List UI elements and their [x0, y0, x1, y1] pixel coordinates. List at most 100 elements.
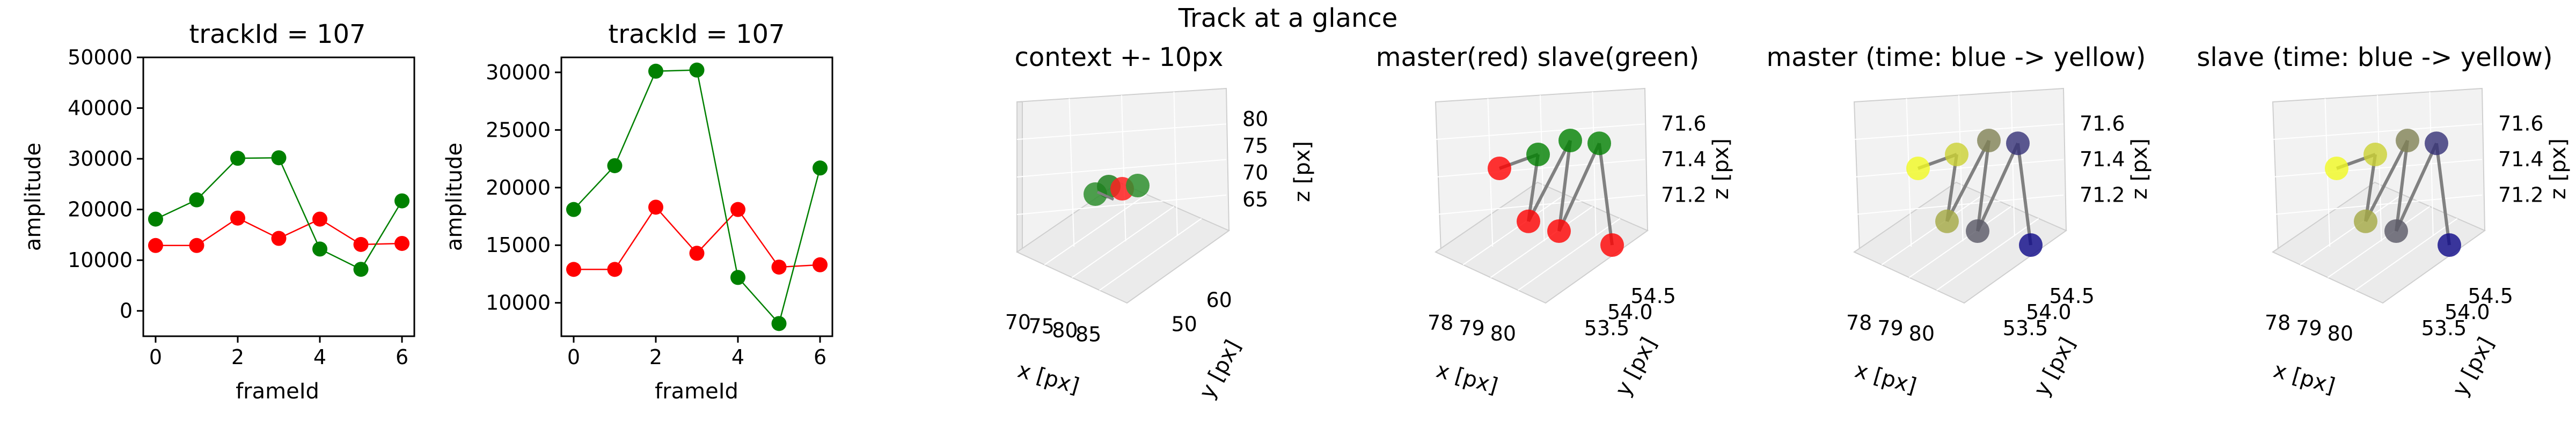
chart-1-series-1-point [353, 236, 369, 252]
chart-6-markers [2325, 129, 2461, 257]
chart-4-track-segment [1527, 139, 1572, 223]
chart-2-xlabel: frameId [655, 379, 738, 404]
chart-5-markers [1906, 129, 2043, 257]
chart-4-point [1526, 143, 1550, 166]
chart-5-xtick-label: 79 [1877, 316, 1903, 340]
chart-5-gridline [2010, 92, 2015, 236]
chart-4-ztick-label: 71.4 [1661, 147, 1707, 171]
chart-2-xtick-label: 2 [649, 345, 662, 369]
chart-2-xtick-label: 4 [731, 345, 744, 369]
chart-3-ztick-label: 65 [1242, 188, 1268, 211]
chart-2-ytick-label: 25000 [486, 118, 551, 142]
chart-4-xlabel: x [px] [1433, 358, 1501, 398]
chart-1-series-1-point [271, 231, 287, 246]
chart-2-series-2-point [648, 63, 663, 79]
chart-3-xtick-label: 70 [1005, 310, 1031, 334]
chart-3-xlabel: x [px] [1015, 358, 1082, 398]
chart-3-gridline [1173, 92, 1178, 236]
chart-1-series-1-point [394, 235, 410, 251]
chart-4-track-segment [1557, 140, 1572, 232]
chart-6-point [2438, 233, 2461, 257]
chart-6-track-segment [2435, 143, 2451, 246]
chart-6-gridline [2272, 194, 2483, 215]
chart-1-series-2-point [312, 241, 328, 257]
chart-6-point [2396, 129, 2419, 152]
chart-3-point [1126, 174, 1150, 197]
chart-6: slave (time: blue -> yellow) 78 79 80 53.55… [2197, 42, 2571, 400]
chart-4-gridline [1462, 194, 1565, 265]
chart-6-track-segment [2395, 142, 2438, 232]
chart-1-series-2-point [271, 150, 287, 166]
chart-6-ylabel: y [px] [2448, 334, 2499, 401]
chart-3-ylabel: y [px] [1195, 336, 1246, 403]
chart-1-title: trackId = 107 [189, 19, 365, 49]
chart-4-xtick-label: 80 [1490, 322, 1516, 345]
chart-1-series-1-point [312, 211, 328, 227]
chart-6-ztick-label: 71.2 [2498, 183, 2544, 207]
chart-2: trackId = 107 0 2 4 6 10000 15000 20000 25000 30… [442, 19, 833, 404]
chart-4-gridline [1592, 92, 1597, 236]
chart-2-series-2-line [573, 69, 821, 325]
chart-5-track-segment [1945, 139, 1990, 223]
chart-4-markers [1488, 129, 1624, 257]
chart-5-point [1966, 219, 1989, 243]
chart-4-gridline [1435, 123, 1645, 140]
chart-4-ylabel: y [px] [1611, 334, 1662, 401]
chart-4-ztick-label: 71.2 [1661, 183, 1707, 207]
chart-4-floor [1434, 181, 1649, 304]
chart-2-ytick-label: 10000 [486, 291, 551, 315]
chart-3-track-segment [1096, 190, 1115, 201]
chart-6-point [2354, 209, 2377, 233]
chart-5-track-segment [1976, 140, 1990, 232]
chart-1-ytick-label: 10000 [68, 248, 133, 272]
chart-6-xlabel: x [px] [2271, 358, 2338, 398]
chart-4-ytick-label: 53.5 [1584, 316, 1630, 340]
chart-1-series-1-point [189, 238, 204, 253]
chart-6-gridline [2429, 92, 2434, 236]
chart-6-gridline [2300, 194, 2403, 265]
chart-2-series-2-point [771, 316, 787, 331]
chart-6-ytick-label: 53.5 [2421, 316, 2467, 340]
chart-1: trackId = 107 0 2 4 6 0 10000 20000 30000 40000 5… [21, 19, 415, 404]
chart-3-xtick-label: 75 [1028, 314, 1054, 338]
chart-4-track-segment [1598, 143, 1614, 246]
chart-2-series-2-point [689, 62, 705, 78]
chart-4-point [1547, 219, 1571, 243]
chart-5-xtick-label: 80 [1909, 322, 1935, 345]
chart-5-tick-labels: 78 79 80 53.554.054.5 71.2 71.4 71.6 [1846, 112, 2125, 345]
chart-3-ytick-label: 60 [1206, 289, 1232, 312]
chart-4-xtick-label: 78 [1428, 311, 1453, 335]
chart-5-zlabel: z [px] [2127, 138, 2152, 199]
chart-2-series-1-point [566, 262, 581, 277]
chart-5-gridline [1854, 194, 2064, 215]
chart-6-gridline [2327, 206, 2431, 278]
chart-6-xtick-label: 78 [2265, 311, 2290, 335]
chart-2-ytick-label: 15000 [486, 233, 551, 257]
chart-1-series-2-point [189, 192, 204, 208]
chart-4-point [1587, 131, 1611, 156]
chart-5-ztick-label: 71.4 [2080, 147, 2125, 171]
chart-6-track-segment [2364, 139, 2409, 223]
chart-5-ztick-label: 71.2 [2080, 183, 2125, 207]
chart-1-ytick-label: 0 [120, 299, 133, 323]
chart-1-series-2-point [148, 211, 163, 227]
chart-1-xtick-label: 0 [149, 345, 162, 369]
chart-6-xtick-label: 79 [2296, 316, 2322, 340]
chart-2-title: trackId = 107 [608, 19, 785, 49]
chart-4-gridline [1490, 206, 1593, 278]
chart-6-track-segment [2395, 140, 2409, 232]
chart-5-gridline [1854, 123, 2064, 140]
chart-4-zlabel: z [px] [1709, 138, 1733, 199]
chart-1-series-1-point [230, 210, 245, 226]
chart-3-floor [1015, 181, 1231, 304]
chart-6-ztick-label: 71.4 [2498, 147, 2544, 171]
chart-2-xtick-label: 6 [814, 345, 826, 369]
chart-4-point [1488, 157, 1511, 180]
chart-1-plot-area: 0 2 4 6 0 10000 20000 30000 40000 50000 [68, 46, 410, 369]
chart-1-xtick-label: 2 [231, 345, 244, 369]
chart-5-point [1945, 143, 1968, 166]
chart-6-gridline [2355, 218, 2458, 291]
chart-1-series-1-point [148, 238, 163, 253]
chart-5-gridline [1908, 206, 2012, 278]
